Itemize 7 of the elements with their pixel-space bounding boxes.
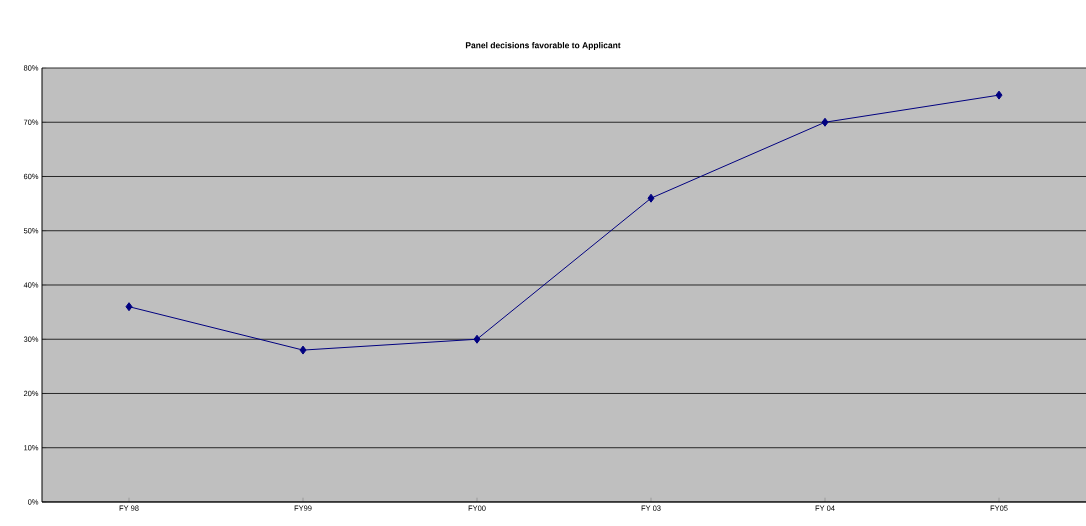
point <box>299 345 307 355</box>
chart-title: Panel decisions favorable to Applicant <box>465 42 621 50</box>
point <box>125 302 133 312</box>
point <box>647 193 655 203</box>
point <box>821 117 829 127</box>
point <box>473 334 481 344</box>
point <box>995 90 1003 100</box>
